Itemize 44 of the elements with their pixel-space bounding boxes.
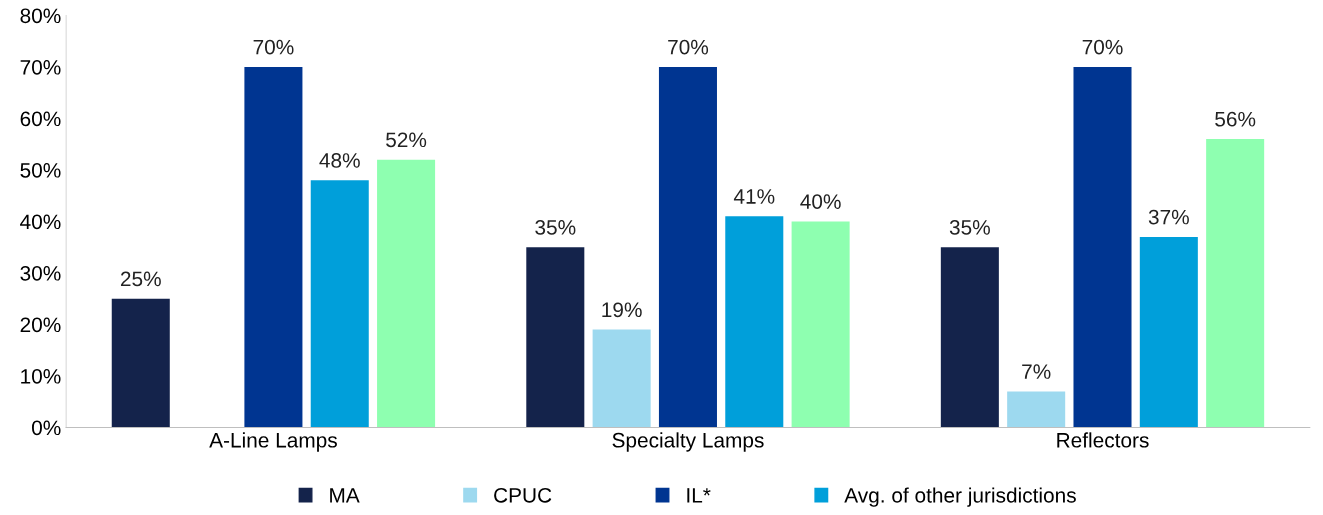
bar — [1073, 66, 1132, 428]
data-label: 40% — [800, 194, 841, 209]
legend-label: IL* — [687, 488, 711, 503]
data-label: 56% — [1215, 111, 1256, 127]
y-tick-label: 0% — [31, 420, 61, 436]
data-label: 7% — [1022, 364, 1051, 379]
y-tick-label: 70% — [20, 59, 61, 75]
x-tick-label: Specialty Lamps — [612, 432, 764, 452]
legend-label: MA — [330, 488, 360, 503]
y-tick-label: 30% — [20, 265, 61, 281]
data-label: 25% — [120, 271, 161, 287]
bar — [1139, 236, 1198, 428]
x-tick-label: A-Line Lamps — [209, 432, 337, 452]
bar — [658, 66, 717, 428]
data-label: 48% — [319, 153, 360, 168]
data-label: 35% — [535, 220, 576, 235]
y-tick-label: 10% — [21, 368, 61, 384]
data-label: 37% — [1148, 209, 1189, 225]
bar — [111, 298, 170, 428]
y-tick-label: 50% — [20, 162, 61, 178]
x-tick-label: Reflectors — [1057, 432, 1149, 448]
data-label: 70% — [253, 39, 294, 55]
bar — [244, 66, 303, 428]
data-label: 19% — [602, 302, 642, 318]
data-label: 70% — [668, 39, 709, 55]
bar — [1206, 139, 1265, 428]
data-label: 70% — [1082, 39, 1123, 55]
bar — [940, 247, 999, 428]
data-label: 52% — [386, 132, 427, 148]
y-tick-label: 20% — [20, 317, 61, 333]
bar — [592, 329, 651, 428]
bar — [377, 159, 436, 428]
bar — [725, 216, 784, 428]
y-tick-label: 40% — [20, 214, 61, 230]
bar — [791, 221, 850, 428]
legend-label: CPUC — [494, 487, 552, 503]
y-tick-label: 60% — [20, 111, 61, 127]
y-tick-label: 80% — [20, 8, 61, 24]
data-label: 41% — [733, 189, 775, 204]
data-label: 35% — [949, 220, 990, 235]
bar — [526, 247, 585, 428]
legend-label: Avg. of other jurisdictions — [844, 487, 1076, 507]
bar — [1007, 391, 1066, 428]
bar — [310, 180, 369, 428]
